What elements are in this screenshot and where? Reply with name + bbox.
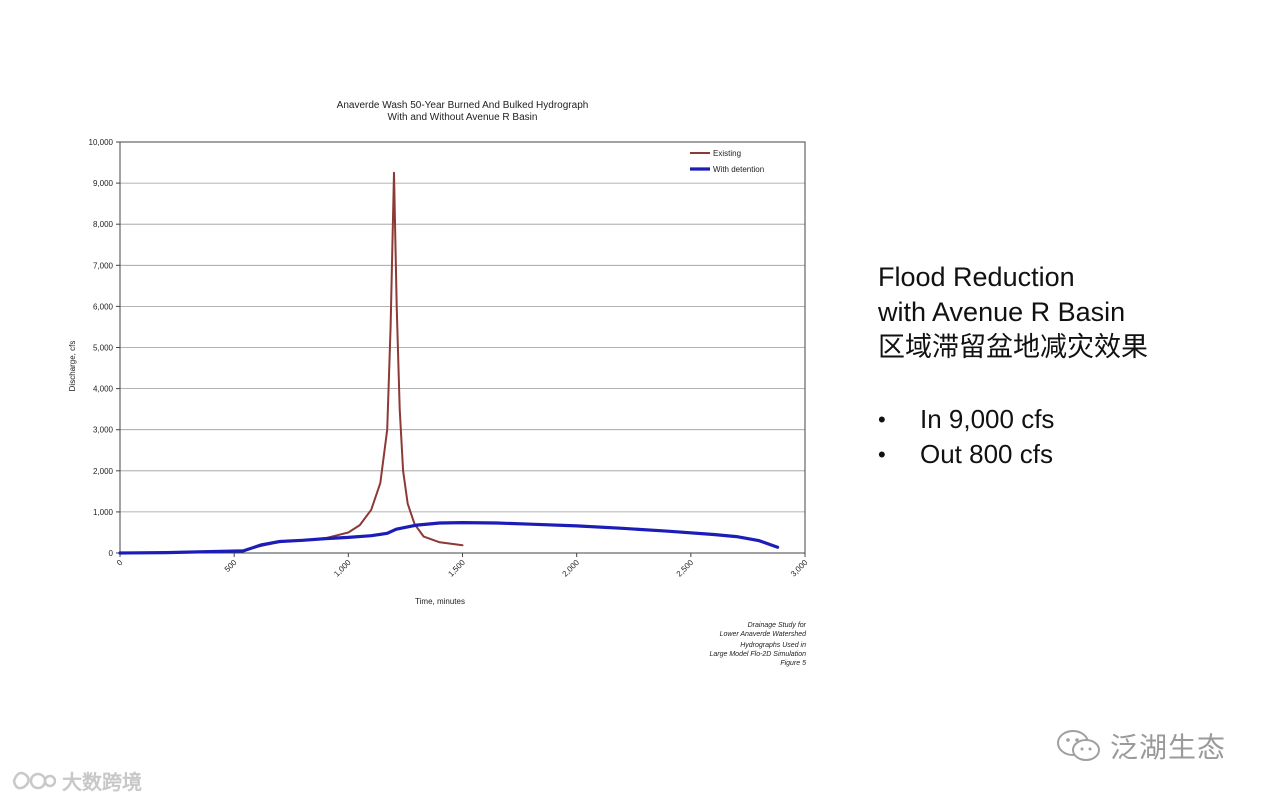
y-tick-label: 4,000 bbox=[93, 385, 114, 394]
x-tick-label: 500 bbox=[223, 558, 239, 574]
bullet-dot-icon: • bbox=[878, 406, 886, 432]
legend: Existing With detention bbox=[690, 149, 764, 174]
y-tick-label: 9,000 bbox=[93, 179, 114, 188]
legend-label: Existing bbox=[713, 149, 741, 158]
y-tick-label: 6,000 bbox=[93, 302, 114, 311]
x-tick-label: 3,000 bbox=[789, 558, 810, 579]
y-tick-label: 2,000 bbox=[93, 467, 114, 476]
watermark-left: 大数跨境 bbox=[10, 764, 142, 796]
y-tick-label: 5,000 bbox=[93, 344, 114, 353]
heading-line-2: with Avenue R Basin bbox=[878, 297, 1126, 327]
x-axis-ticks: 0 500 1,000 1,500 2,000 2,500 3,000 bbox=[115, 553, 810, 579]
chart-title: Anaverde Wash 50-Year Burned And Bulked … bbox=[336, 100, 589, 111]
x-tick-label: 1,500 bbox=[446, 558, 467, 579]
y-tick-label: 1,000 bbox=[93, 508, 114, 517]
bullet-dot-icon: • bbox=[878, 441, 886, 467]
series-line-existing bbox=[119, 171, 464, 554]
x-tick-label: 2,500 bbox=[675, 558, 696, 579]
figure-note-line: Drainage Study for bbox=[747, 622, 806, 629]
legend-label: With detention bbox=[713, 165, 764, 174]
x-tick-label: 0 bbox=[115, 558, 125, 568]
series-line-with-detention bbox=[118, 521, 780, 555]
brand-logo-icon bbox=[12, 771, 56, 790]
y-tick-label: 3,000 bbox=[93, 426, 114, 435]
figure-note-line: Lower Anaverde Watershed bbox=[719, 631, 806, 638]
bullet-text: Out 800 cfs bbox=[920, 439, 1053, 469]
figure-note-line: Hydrographs Used in bbox=[740, 642, 806, 649]
y-axis-label: Discharge, cfs bbox=[68, 341, 77, 392]
bullet-text: In 9,000 cfs bbox=[920, 404, 1055, 434]
bullet-item: • Out 800 cfs bbox=[878, 437, 1054, 472]
bullet-item: • In 9,000 cfs bbox=[878, 402, 1054, 437]
figure-note-line: Large Model Flo-2D Simulation bbox=[709, 651, 807, 658]
y-tick-label: 8,000 bbox=[93, 220, 114, 229]
heading-line-1: Flood Reduction bbox=[878, 262, 1075, 292]
heading-line-3: 区域滞留盆地减灾效果 bbox=[878, 332, 1148, 362]
bullet-list: • In 9,000 cfs • Out 800 cfs bbox=[878, 402, 1054, 472]
chart-subtitle: With and Without Avenue R Basin bbox=[387, 112, 538, 123]
y-axis-ticks: 0 1,000 2,000 3,000 4,000 5,000 6,000 7,000 8,00… bbox=[89, 138, 120, 558]
wechat-logo-icon bbox=[1057, 730, 1100, 761]
watermark-left-text: 大数跨境 bbox=[62, 771, 142, 794]
series-lines bbox=[118, 171, 780, 555]
y-tick-label: 0 bbox=[109, 549, 114, 558]
x-axis-label: Time, minutes bbox=[415, 597, 465, 606]
watermark-right-text: 泛湖生态 bbox=[1110, 732, 1227, 763]
figure-note-line: Figure 5 bbox=[780, 660, 806, 667]
y-tick-label: 7,000 bbox=[93, 261, 114, 270]
watermark-right: 泛湖生态 bbox=[1056, 726, 1226, 766]
x-tick-label: 2,000 bbox=[561, 558, 582, 579]
x-tick-label: 1,000 bbox=[332, 558, 353, 579]
slide-heading: Flood Reduction with Avenue R Basin 区域滞留… bbox=[878, 260, 1148, 365]
chart-grid bbox=[120, 182, 805, 513]
y-tick-label: 10,000 bbox=[89, 138, 114, 147]
